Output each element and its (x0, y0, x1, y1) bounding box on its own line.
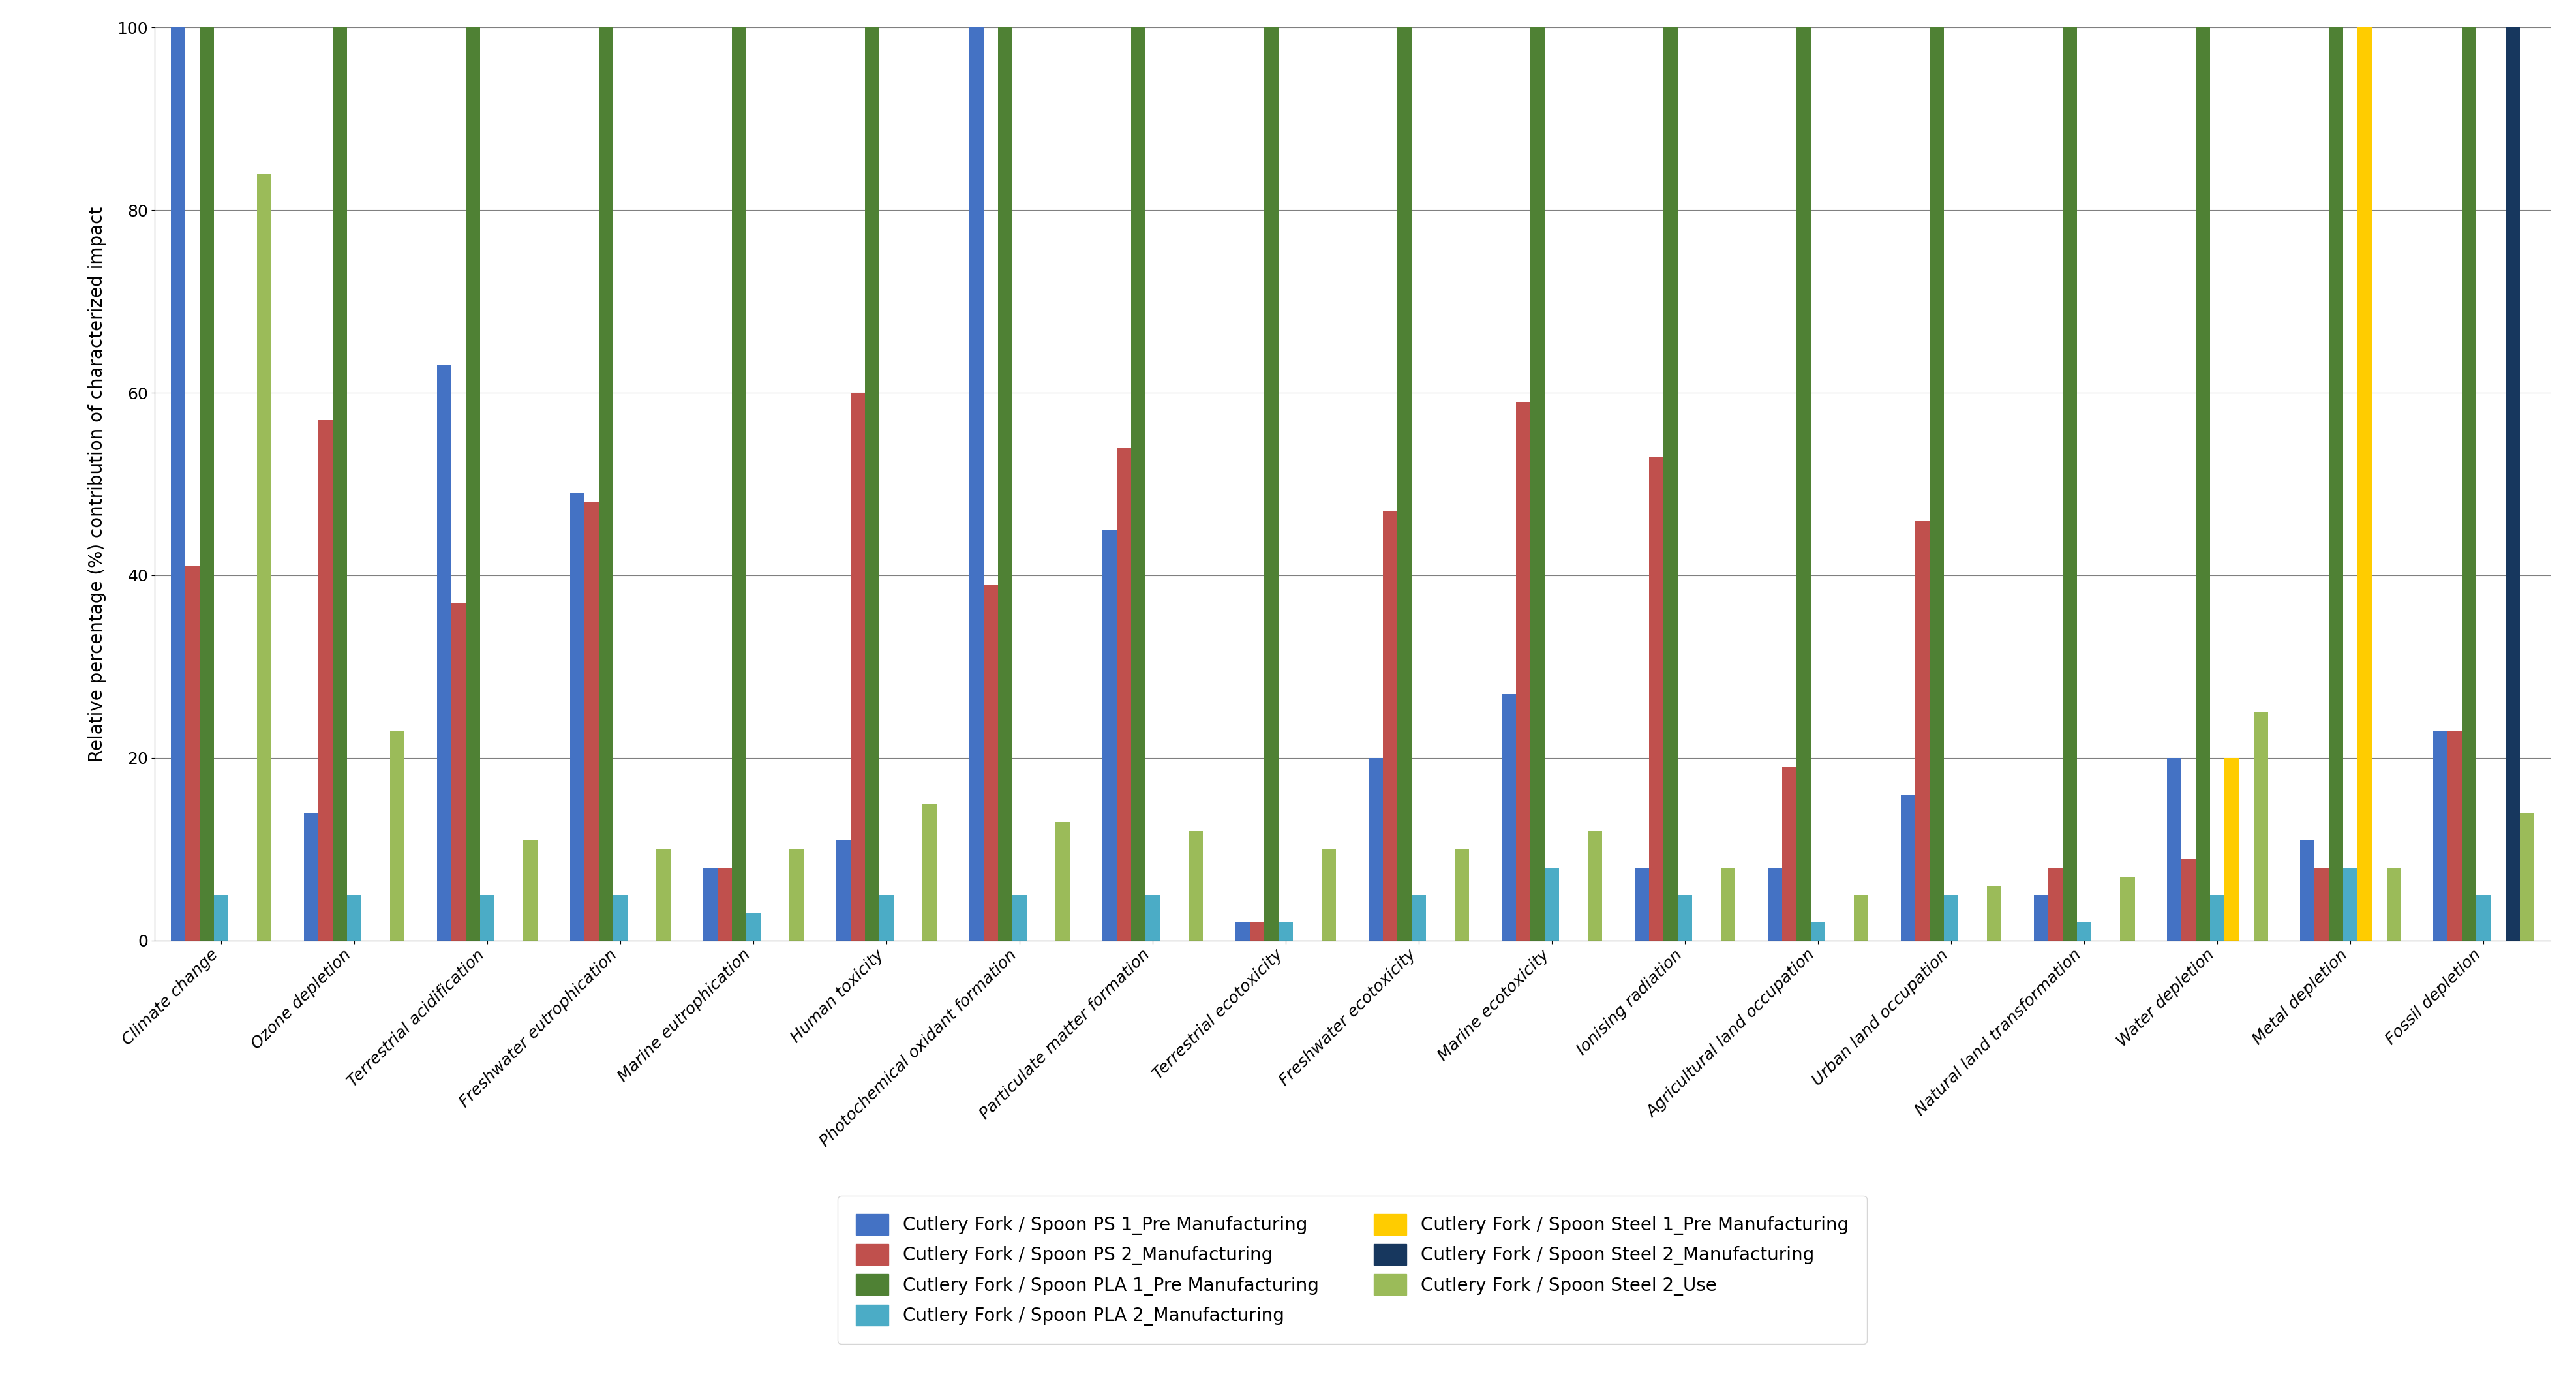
Bar (703, 867, 719, 940)
Bar (719, 867, 732, 940)
Bar (1146, 895, 1159, 940)
Bar (2316, 867, 2329, 940)
Bar (1901, 794, 1917, 940)
Bar (451, 603, 466, 940)
Bar (2329, 28, 2344, 940)
Bar (2300, 839, 2316, 940)
Bar (1502, 694, 1517, 940)
Bar (1455, 849, 1468, 940)
Bar (479, 895, 495, 940)
Bar (1118, 448, 1131, 940)
Bar (657, 849, 670, 940)
Bar (1131, 28, 1146, 940)
Bar (2120, 877, 2136, 940)
Bar (1649, 456, 1664, 940)
Bar (438, 365, 451, 940)
Bar (2344, 867, 2357, 940)
Bar (1677, 895, 1692, 940)
Bar (569, 494, 585, 940)
Bar (1636, 867, 1649, 940)
Bar (1587, 831, 1602, 940)
Bar (1236, 922, 1249, 940)
Bar (747, 913, 760, 940)
Bar (332, 28, 348, 940)
Bar (866, 28, 878, 940)
Bar (1917, 520, 1929, 940)
Bar (997, 28, 1012, 940)
Bar (2434, 730, 2447, 940)
Bar (1929, 28, 1945, 940)
Bar (2182, 859, 2195, 940)
Bar (2063, 28, 2076, 940)
Bar (1945, 895, 1958, 940)
Bar (1188, 831, 1203, 940)
Bar (1056, 822, 1069, 940)
Bar (1383, 512, 1396, 940)
Bar (1368, 758, 1383, 940)
Bar (2195, 28, 2210, 940)
Bar (348, 895, 361, 940)
Bar (1767, 867, 1783, 940)
Bar (1986, 885, 2002, 940)
Bar (2519, 813, 2535, 940)
Bar (1278, 922, 1293, 940)
Bar (185, 566, 198, 940)
Bar (969, 28, 984, 940)
Bar (466, 28, 479, 940)
Bar (1546, 867, 1558, 940)
Bar (2048, 867, 2063, 940)
Bar (1012, 895, 1028, 940)
Bar (304, 813, 319, 940)
Bar (2463, 28, 2476, 940)
Bar (878, 895, 894, 940)
Bar (523, 839, 538, 940)
Bar (319, 420, 332, 940)
Bar (1855, 895, 1868, 940)
Bar (2385, 867, 2401, 940)
Bar (837, 839, 850, 940)
Bar (170, 28, 185, 940)
Bar (1103, 530, 1118, 940)
Bar (1517, 402, 1530, 940)
Bar (1795, 28, 1811, 940)
Y-axis label: Relative percentage (%) contribution of characterized impact: Relative percentage (%) contribution of … (88, 206, 106, 762)
Bar (1530, 28, 1546, 940)
Bar (1721, 867, 1736, 940)
Bar (1321, 849, 1337, 940)
Bar (198, 28, 214, 940)
Bar (2035, 895, 2048, 940)
Bar (1811, 922, 1826, 940)
Bar (2357, 28, 2372, 940)
Bar (850, 393, 866, 940)
Bar (788, 849, 804, 940)
Bar (2210, 895, 2226, 940)
Legend: Cutlery Fork / Spoon PS 1_Pre Manufacturing, Cutlery Fork / Spoon PS 2_Manufactu: Cutlery Fork / Spoon PS 1_Pre Manufactur… (837, 1196, 1868, 1344)
Bar (1265, 28, 1278, 940)
Bar (1412, 895, 1427, 940)
Bar (389, 730, 404, 940)
Bar (732, 28, 747, 940)
Bar (2447, 730, 2463, 940)
Bar (1249, 922, 1265, 940)
Bar (2226, 758, 2239, 940)
Bar (214, 895, 229, 940)
Bar (585, 502, 598, 940)
Bar (2166, 758, 2182, 940)
Bar (922, 804, 938, 940)
Bar (1396, 28, 1412, 940)
Bar (1783, 768, 1795, 940)
Bar (1664, 28, 1677, 940)
Bar (598, 28, 613, 940)
Bar (2076, 922, 2092, 940)
Bar (258, 174, 270, 940)
Bar (613, 895, 629, 940)
Bar (2506, 28, 2519, 940)
Bar (2254, 712, 2267, 940)
Bar (984, 585, 997, 940)
Bar (2476, 895, 2491, 940)
